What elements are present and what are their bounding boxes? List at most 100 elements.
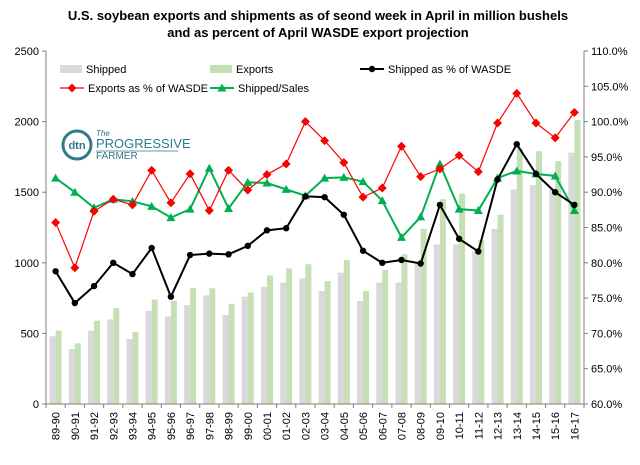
- point-shipped-as-of-wasde: [513, 140, 520, 148]
- bar-shipped: [260, 286, 267, 404]
- point-shipped-sales: [512, 166, 522, 175]
- legend-label-shipped-as-of-wasde: Shipped as % of WASDE: [388, 64, 511, 76]
- x-tick-label: 90-91: [70, 412, 82, 440]
- point-shipped-sales: [262, 178, 272, 187]
- bar-shipped: [337, 272, 344, 404]
- bar-shipped: [222, 315, 229, 404]
- x-tick-label: 89-90: [51, 412, 63, 440]
- bar-shipped: [280, 282, 287, 404]
- point-shipped-sales: [51, 173, 61, 182]
- x-tick-label: 93-94: [127, 412, 139, 440]
- bar-exports: [497, 214, 504, 404]
- bar-shipped: [357, 300, 364, 404]
- point-exports-as-of-wasde: [531, 118, 541, 128]
- point-shipped-as-of-wasde: [417, 260, 424, 267]
- x-tick-label: 16-17: [569, 412, 581, 440]
- y-right-tick-label: 95.0%: [591, 152, 622, 164]
- y-right-tick-label: 110.0%: [591, 46, 628, 58]
- point-shipped-sales: [569, 206, 579, 215]
- point-shipped-sales: [550, 171, 560, 180]
- point-shipped-as-of-wasde: [475, 248, 482, 255]
- point-shipped-as-of-wasde: [110, 259, 117, 266]
- legend: Shipped Exports Shipped as % of WASDE Expor…: [60, 64, 511, 95]
- bar-exports: [324, 281, 331, 404]
- bar-shipped: [49, 336, 56, 404]
- point-exports-as-of-wasde: [435, 164, 445, 174]
- legend-label-exports: Exports: [236, 64, 274, 76]
- point-shipped-as-of-wasde: [71, 299, 79, 307]
- point-shipped-as-of-wasde: [244, 242, 251, 250]
- logo-text-progressive: PROGRESSIVE: [96, 136, 191, 151]
- point-exports-as-of-wasde: [377, 183, 387, 193]
- bar-shipped: [299, 278, 306, 404]
- point-shipped-as-of-wasde: [551, 189, 559, 196]
- line-shipped-as-of-wasde: [54, 142, 575, 305]
- point-exports-as-of-wasde: [223, 165, 234, 175]
- bar-exports: [305, 264, 312, 404]
- point-exports-as-of-wasde: [550, 133, 560, 143]
- x-tick-label: 97-98: [204, 412, 216, 440]
- dtn-progressive-farmer-logo: dtn The PROGRESSIVE FARMER: [61, 129, 191, 162]
- bar-shipped: [433, 244, 440, 404]
- point-exports-as-of-wasde: [512, 88, 522, 98]
- bar-exports: [55, 330, 62, 404]
- bar-exports: [420, 228, 427, 404]
- point-exports-as-of-wasde: [89, 206, 99, 216]
- point-exports-as-of-wasde: [108, 194, 118, 204]
- bar-shipped: [472, 251, 479, 404]
- bar-exports: [478, 240, 485, 404]
- bar-shipped: [203, 295, 210, 404]
- bar-exports: [190, 288, 197, 404]
- point-shipped-as-of-wasde: [225, 251, 232, 258]
- point-exports-as-of-wasde: [454, 150, 464, 161]
- point-shipped-sales: [320, 173, 330, 182]
- point-shipped-as-of-wasde: [52, 268, 59, 275]
- bar-shipped: [184, 305, 191, 404]
- y-left-tick-label: 2000: [15, 117, 39, 129]
- bar-exports: [535, 151, 542, 404]
- bar-exports: [132, 331, 139, 404]
- point-shipped-as-of-wasde: [494, 176, 501, 183]
- bar-exports: [74, 343, 81, 404]
- y-left-tick-label: 500: [21, 328, 39, 340]
- y-right-tick-label: 70.0%: [591, 328, 622, 340]
- bar-exports: [516, 148, 523, 404]
- bar-exports: [459, 193, 466, 404]
- point-exports-as-of-wasde: [300, 117, 310, 127]
- legend-marker-exports-as-of-wasde: [67, 83, 77, 93]
- x-tick-label: 15-16: [550, 412, 562, 440]
- x-tick-label: 06-07: [377, 412, 389, 440]
- point-shipped-as-of-wasde: [398, 256, 405, 264]
- point-exports-as-of-wasde: [473, 167, 483, 177]
- point-exports-as-of-wasde: [492, 118, 503, 128]
- legend-label-shipped-sales: Shipped/Sales: [238, 83, 309, 95]
- x-tick-label: 05-06: [358, 412, 370, 440]
- logo-badge-text: dtn: [68, 140, 85, 152]
- point-shipped-sales: [339, 172, 349, 181]
- bar-exports: [170, 300, 177, 404]
- bar-shipped: [453, 244, 460, 404]
- bar-exports: [151, 299, 158, 404]
- point-exports-as-of-wasde: [70, 263, 80, 273]
- bar-exports: [209, 288, 216, 404]
- point-shipped-as-of-wasde: [90, 282, 98, 290]
- bar-exports: [343, 259, 350, 404]
- lines-layer: [51, 88, 579, 307]
- x-tick-label: 07-08: [396, 412, 408, 440]
- bar-exports: [286, 268, 293, 404]
- line-exports-as-of-wasde: [55, 92, 575, 270]
- legend-marker-shipped-as-of-wasde: [368, 65, 376, 73]
- point-exports-as-of-wasde: [185, 169, 195, 179]
- y-right-tick-label: 75.0%: [591, 293, 622, 305]
- point-shipped-as-of-wasde: [263, 227, 271, 234]
- logo-text-the: The: [96, 129, 110, 138]
- point-exports-as-of-wasde: [243, 185, 253, 195]
- y-right-tick-label: 80.0%: [591, 258, 622, 270]
- point-exports-as-of-wasde: [51, 218, 61, 228]
- line-shipped-sales: [55, 161, 576, 240]
- bar-exports: [363, 291, 370, 404]
- point-exports-as-of-wasde: [204, 206, 214, 216]
- y-left-tick-label: 0: [33, 399, 39, 411]
- y-left-tick-label: 1000: [15, 258, 39, 270]
